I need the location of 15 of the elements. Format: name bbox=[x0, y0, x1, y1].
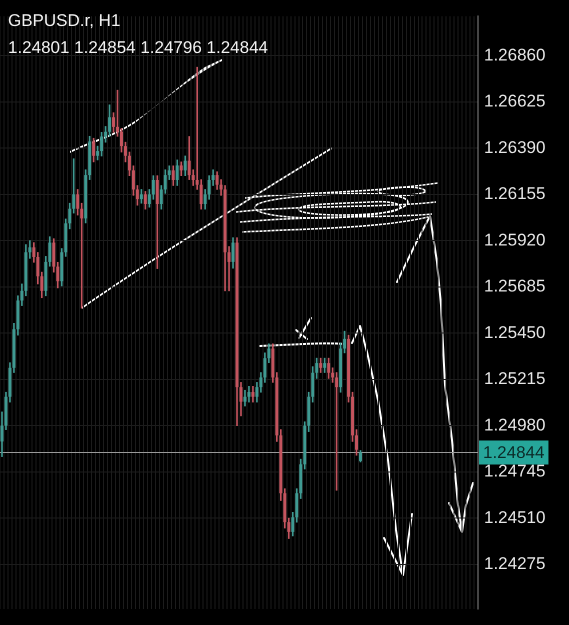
y-tick-label: 1.24510 bbox=[484, 508, 546, 527]
text: 1.24801 1.24854 1.24796 1.24844 bbox=[8, 38, 268, 57]
ref-line-label: 1.24844 bbox=[483, 443, 544, 462]
y-tick-label: 1.26860 bbox=[484, 45, 546, 64]
y-tick-label: 1.25685 bbox=[484, 276, 546, 296]
y-tick-label: 1.26390 bbox=[484, 138, 546, 157]
y-tick-label: 1.26155 bbox=[484, 184, 546, 204]
y-tick-label: 1.26625 bbox=[484, 92, 546, 111]
y-tick-label: 1.25920 bbox=[484, 230, 546, 250]
y-tick-label: 1.24980 bbox=[484, 415, 546, 434]
y-tick-label: 1.24275 bbox=[484, 554, 546, 574]
chart-title: GBPUSD.r, H1 bbox=[8, 11, 120, 30]
y-tick-label: 1.25450 bbox=[484, 322, 546, 342]
y-tick-label: 1.25215 bbox=[484, 369, 546, 388]
y-tick-label: 1.24745 bbox=[484, 462, 546, 481]
